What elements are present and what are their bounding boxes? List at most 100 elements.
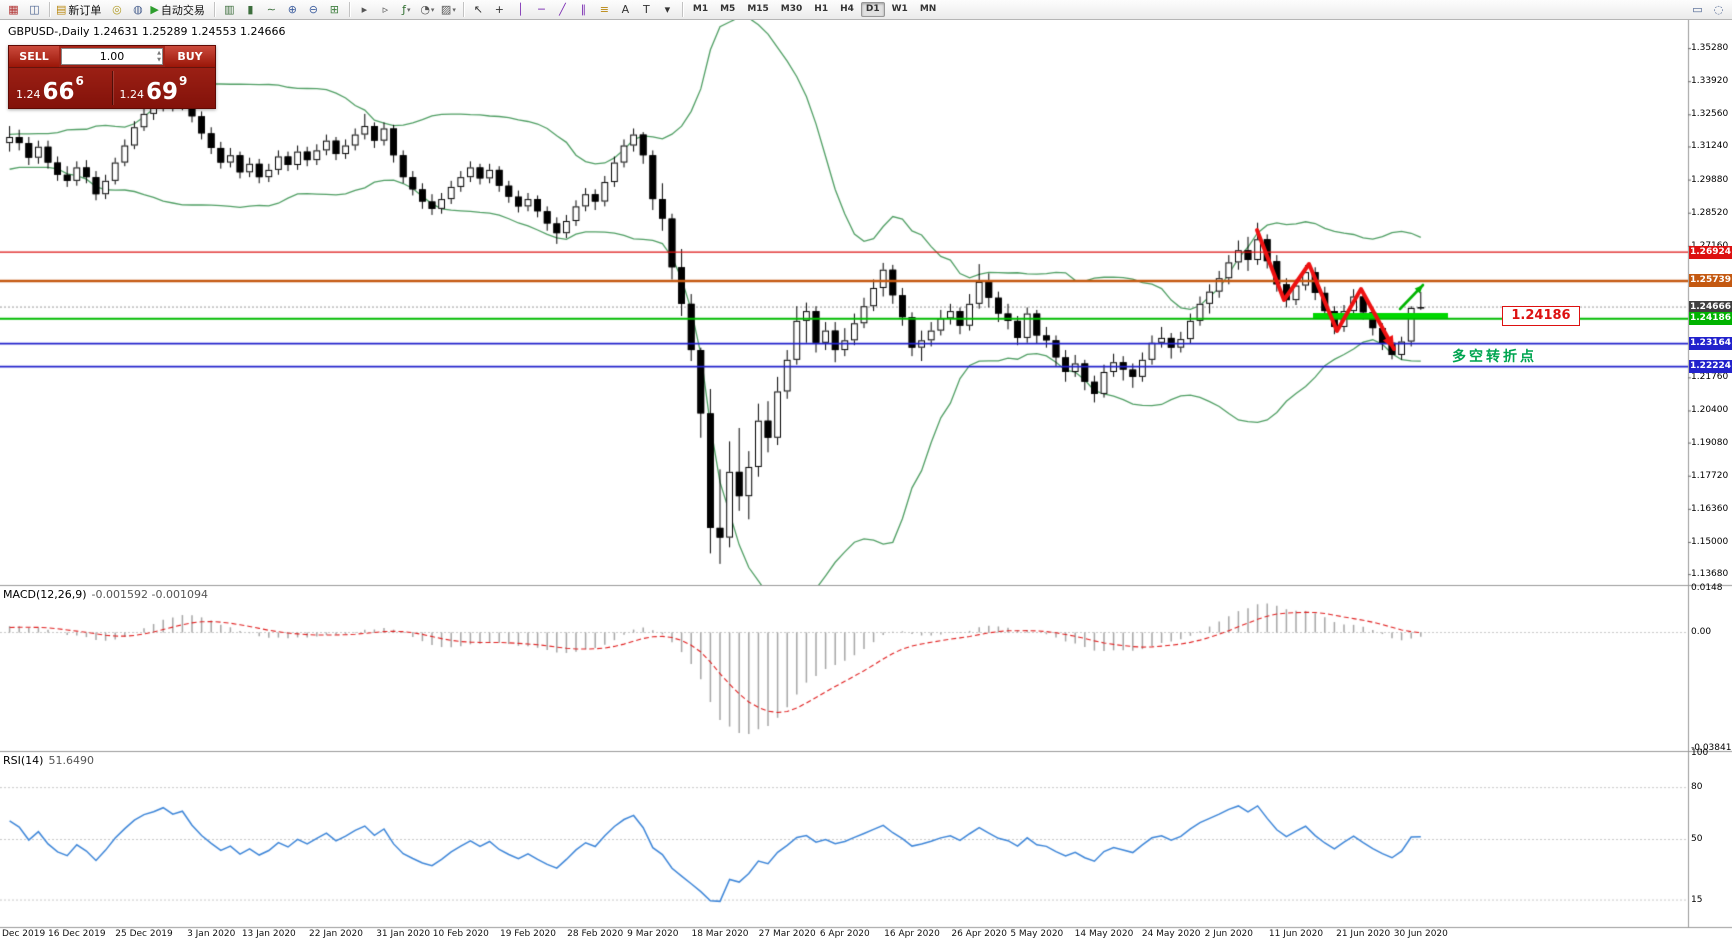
arrows-icon: ▾	[664, 3, 671, 16]
auto-scroll-icon[interactable]: ▸	[355, 2, 374, 18]
date-tick[interactable]: 14 May 2020	[1074, 929, 1134, 939]
rsi-scale-label: 80	[1691, 782, 1703, 793]
date-tick[interactable]: 10 Feb 2020	[432, 929, 489, 939]
sell-price[interactable]: 1.24 66 6	[9, 72, 112, 104]
crosshair-icon: +	[494, 3, 504, 16]
buy-price[interactable]: 1.24 69 9	[113, 72, 216, 104]
chart-title: GBPUSD-,Daily 1.24631 1.25289 1.24553 1.…	[8, 25, 286, 38]
timeframe-M15[interactable]: M15	[747, 4, 769, 14]
date-tick[interactable]: 18 Mar 2020	[691, 929, 749, 939]
periods-icon[interactable]: ◔ ▾	[418, 2, 437, 18]
buy-button[interactable]: BUY	[165, 46, 215, 67]
timeframe-H4[interactable]: H4	[840, 4, 854, 14]
zoom-out-icon: ⊖	[308, 3, 318, 16]
search-icon[interactable]: ◌	[1709, 2, 1728, 18]
volume-up-icon[interactable]: ▲	[157, 50, 161, 56]
timeframe-D1[interactable]: D1	[860, 2, 885, 17]
volume-down-icon[interactable]: ▼	[157, 56, 161, 63]
price-line-tag: 1.23164	[1689, 337, 1732, 351]
data-window-icon[interactable]: ▭	[1688, 2, 1707, 18]
equidistant-channel-icon[interactable]: ∥	[574, 2, 593, 18]
date-tick[interactable]: 9 Mar 2020	[627, 929, 679, 939]
date-tick[interactable]: 26 Apr 2020	[951, 929, 1008, 939]
trade-panel-divider	[111, 70, 113, 105]
price-tick: 1.35280	[1691, 43, 1729, 54]
indicators-dropdown-icon[interactable]: ▾	[407, 5, 411, 14]
timeframe-M30[interactable]: M30	[780, 4, 803, 14]
chart-shift-icon: ▹	[382, 3, 389, 16]
date-tick[interactable]: 16 Dec 2019	[48, 929, 106, 939]
date-tick[interactable]: 22 Jan 2020	[309, 929, 363, 939]
new-chart-icon[interactable]: ▦	[4, 2, 23, 18]
vertical-line-icon: │	[517, 3, 524, 16]
bar-chart-icon[interactable]: ▥	[220, 2, 239, 18]
crosshair-icon[interactable]: +	[490, 2, 509, 18]
trendline-icon[interactable]: ╱	[553, 2, 572, 18]
chart-shift-icon[interactable]: ▹	[376, 2, 395, 18]
zoom-in-icon[interactable]: ⊕	[283, 2, 302, 18]
price-tick: 1.16360	[1691, 503, 1729, 514]
date-tick[interactable]: 21 Jun 2020	[1336, 929, 1391, 939]
new-order-button[interactable]: ▤ 新订单	[55, 2, 105, 18]
periods-dropdown-icon[interactable]: ▾	[430, 5, 435, 14]
vertical-line-icon[interactable]: │	[511, 2, 530, 18]
date-tick[interactable]: Dec 2019	[2, 929, 46, 939]
date-tick[interactable]: 11 Jun 2020	[1268, 929, 1324, 939]
market-watch-icon[interactable]: ◍	[128, 2, 147, 18]
text-label-icon[interactable]: T	[637, 2, 656, 18]
cursor-icon: ↖	[473, 3, 483, 16]
date-tick[interactable]: 28 Feb 2020	[567, 929, 624, 939]
volume-value: 1.00	[99, 50, 125, 63]
chart-profiles-icon[interactable]: ◫	[25, 2, 44, 18]
price-tick: 1.21760	[1691, 372, 1729, 383]
trendline-icon: ╱	[559, 3, 566, 16]
toolbar-separator	[462, 2, 464, 17]
market-watch-icon: ◍	[133, 3, 143, 16]
date-tick[interactable]: 16 Apr 2020	[884, 929, 940, 939]
templates-icon[interactable]: ▨ ▾	[439, 2, 458, 18]
periods-icon: ◔	[420, 3, 430, 16]
date-tick[interactable]: 25 Dec 2019	[115, 929, 173, 939]
chart-canvas[interactable]	[0, 20, 1732, 942]
templates-dropdown-icon[interactable]: ▾	[452, 5, 456, 14]
timeframe-M1[interactable]: M1	[692, 4, 709, 14]
timeframe-W1[interactable]: W1	[891, 4, 908, 14]
indicators-icon[interactable]: ƒ ▾	[397, 2, 416, 18]
timeframe-M5[interactable]: M5	[720, 4, 736, 14]
timeframe-H1[interactable]: H1	[814, 4, 829, 14]
turning-point-note[interactable]: 多空转折点	[1452, 349, 1537, 365]
text-icon[interactable]: A	[616, 2, 635, 18]
date-tick[interactable]: 19 Feb 2020	[499, 929, 557, 939]
price-tick: 1.28520	[1691, 207, 1729, 218]
date-tick[interactable]: 27 Mar 2020	[758, 929, 816, 939]
fibonacci-icon: ≡	[599, 3, 609, 16]
line-chart-icon[interactable]: ∼	[262, 2, 281, 18]
date-tick[interactable]: 5 May 2020	[1010, 929, 1064, 939]
date-tick[interactable]: 2 Jun 2020	[1204, 929, 1254, 939]
arrows-icon[interactable]: ▾	[658, 2, 677, 18]
date-tick[interactable]: 6 Apr 2020	[819, 929, 870, 939]
meta-editor-icon[interactable]: ◎	[107, 2, 126, 18]
price-level-label[interactable]: 1.24186	[1502, 306, 1580, 326]
timeframe-MN[interactable]: MN	[919, 4, 937, 14]
tile-windows-icon[interactable]: ⊞	[325, 2, 344, 18]
autotrading-button[interactable]: ▶ 自动交易	[149, 2, 208, 18]
date-tick[interactable]: 31 Jan 2020	[376, 929, 431, 939]
candlestick-chart-icon[interactable]: ▮	[241, 2, 260, 18]
zoom-out-icon[interactable]: ⊖	[304, 2, 323, 18]
data-window-icon: ▭	[1692, 3, 1703, 16]
sell-button[interactable]: SELL	[9, 46, 59, 67]
date-tick[interactable]: 30 Jun 2020	[1393, 929, 1448, 939]
cursor-icon[interactable]: ↖	[469, 2, 488, 18]
volume-input[interactable]: 1.00 ▲ ▼	[61, 48, 163, 65]
date-tick[interactable]: 24 May 2020	[1141, 929, 1201, 939]
horizontal-line-icon[interactable]: ─	[532, 2, 551, 18]
date-tick[interactable]: 13 Jan 2020	[241, 929, 296, 939]
price-tick: 1.17720	[1691, 470, 1729, 481]
sell-price-base: 1.24	[16, 87, 41, 101]
fibonacci-icon[interactable]: ≡	[595, 2, 614, 18]
volume-steppers[interactable]: ▲ ▼	[157, 49, 161, 64]
buy-price-big: 69	[146, 78, 179, 105]
rsi-value: 51.6490	[48, 754, 94, 767]
date-tick[interactable]: 3 Jan 2020	[187, 929, 236, 939]
